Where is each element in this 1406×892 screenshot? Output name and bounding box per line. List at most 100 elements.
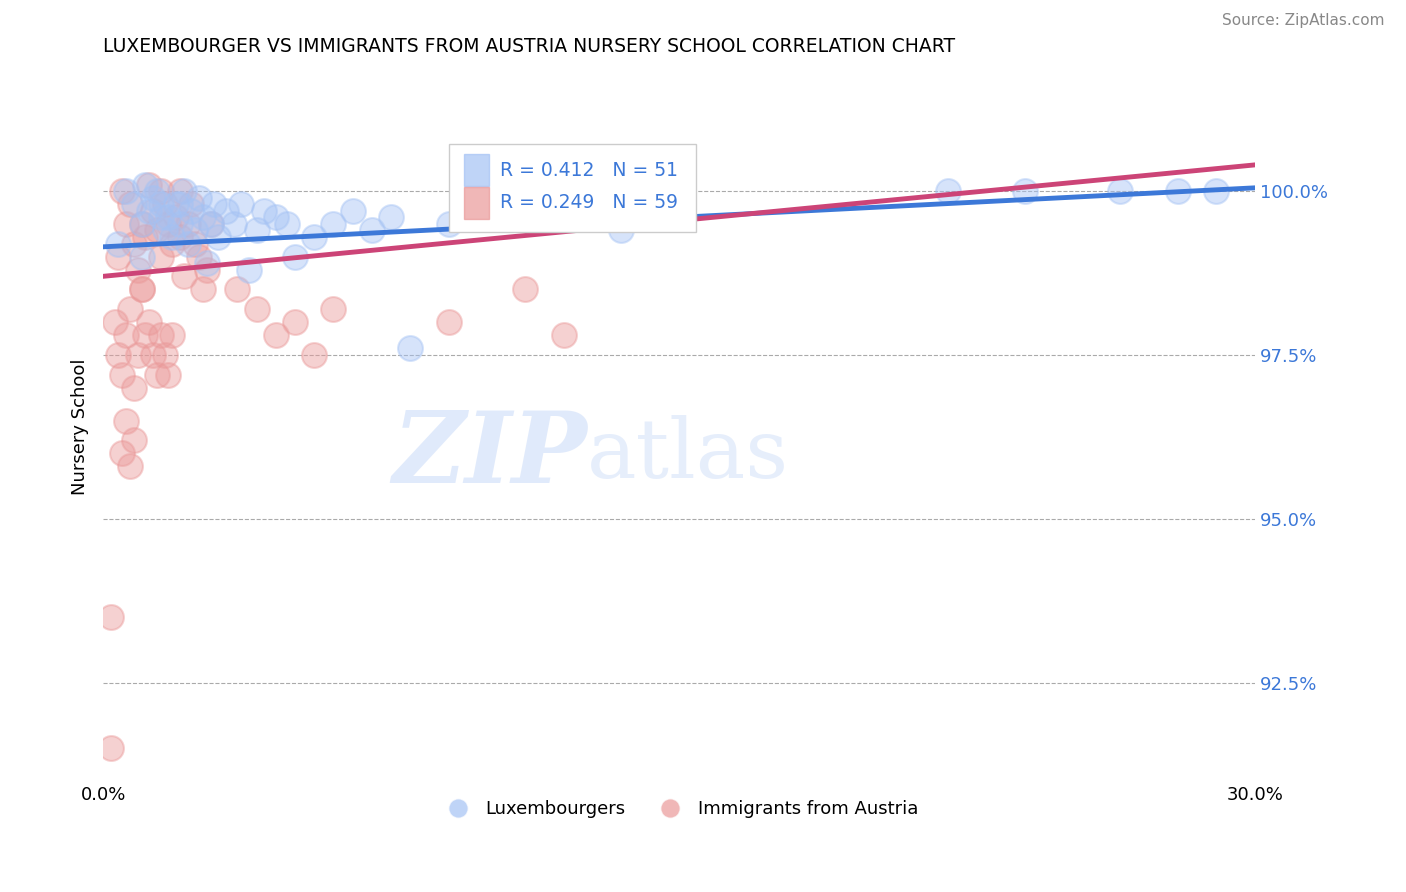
Point [322,217,344,231]
Point [231,197,253,211]
Point [146,368,169,382]
Point [169,184,191,198]
Point [107,250,129,264]
Point [160,230,183,244]
Point [165,197,187,211]
Point [100,610,122,624]
Point [169,217,191,231]
Point [138,315,160,329]
Point [184,223,207,237]
Point [195,256,218,270]
Y-axis label: Nursery School: Nursery School [72,359,89,495]
Point [131,250,153,264]
Point [157,211,180,225]
Point [157,217,180,231]
Point [122,197,145,211]
Point [1167,184,1189,198]
Point [191,282,214,296]
Point [134,328,156,343]
Point [380,211,402,225]
Point [1205,184,1227,198]
Point [304,230,326,244]
Point [533,211,555,225]
Point [165,211,187,225]
Point [118,197,141,211]
Bar [464,154,489,186]
Point [127,262,149,277]
Point [122,433,145,447]
Point [553,328,575,343]
Point [195,262,218,277]
Point [360,223,382,237]
Point [437,217,460,231]
Point [127,348,149,362]
Point [153,348,176,362]
Point [138,178,160,192]
Point [146,223,169,237]
Point [134,178,156,192]
Point [131,282,153,296]
Point [284,250,307,264]
Point [111,446,134,460]
Point [304,348,326,362]
Point [191,211,214,225]
Point [142,191,165,205]
Point [153,197,176,211]
Point [142,203,165,218]
FancyBboxPatch shape [449,144,696,233]
Point [188,250,211,264]
Point [149,250,172,264]
Point [111,368,134,382]
Text: R = 0.412   N = 51: R = 0.412 N = 51 [501,161,679,179]
Point [100,741,122,756]
Point [322,302,344,317]
Point [131,217,153,231]
Text: LUXEMBOURGER VS IMMIGRANTS FROM AUSTRIA NURSERY SCHOOL CORRELATION CHART: LUXEMBOURGER VS IMMIGRANTS FROM AUSTRIA … [103,37,955,56]
Text: Source: ZipAtlas.com: Source: ZipAtlas.com [1222,13,1385,29]
Point [276,217,298,231]
Point [115,413,138,427]
Text: atlas: atlas [586,416,789,495]
Point [149,184,172,198]
Point [204,197,226,211]
Bar [464,186,489,219]
Point [157,368,180,382]
Point [173,269,195,284]
Point [475,197,498,211]
Point [107,236,129,251]
Point [200,217,222,231]
Point [180,197,202,211]
Point [134,230,156,244]
Point [115,328,138,343]
Point [107,348,129,362]
Point [253,203,276,218]
Point [160,328,183,343]
Point [342,203,364,218]
Point [146,184,169,198]
Point [176,236,198,251]
Text: ZIP: ZIP [392,407,586,504]
Point [138,203,160,218]
Point [264,328,287,343]
Point [246,302,269,317]
Text: R = 0.249   N = 59: R = 0.249 N = 59 [501,194,679,212]
Point [246,223,269,237]
Point [169,197,191,211]
Point [149,197,172,211]
Point [118,302,141,317]
Point [160,236,183,251]
Point [226,282,249,296]
Point [173,184,195,198]
Point [207,230,229,244]
Point [149,211,172,225]
Point [264,211,287,225]
Point [169,230,191,244]
Legend: Luxembourgers, Immigrants from Austria: Luxembourgers, Immigrants from Austria [433,793,925,825]
Point [122,381,145,395]
Point [936,184,959,198]
Point [1014,184,1036,198]
Point [149,328,172,343]
Point [399,342,422,356]
Point [115,184,138,198]
Point [118,459,141,474]
